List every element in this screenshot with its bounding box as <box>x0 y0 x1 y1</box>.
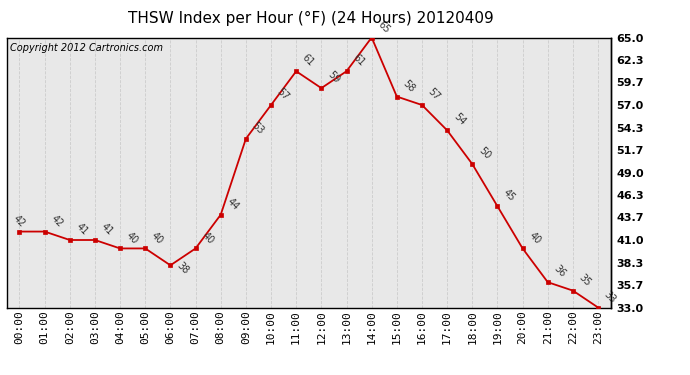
Text: 40: 40 <box>199 230 215 246</box>
Text: 57: 57 <box>426 86 442 102</box>
Text: 41: 41 <box>99 222 115 237</box>
Text: 42: 42 <box>49 213 65 229</box>
Text: 38: 38 <box>175 261 190 276</box>
Text: 53: 53 <box>250 120 266 136</box>
Text: THSW Index per Hour (°F) (24 Hours) 20120409: THSW Index per Hour (°F) (24 Hours) 2012… <box>128 11 493 26</box>
Text: 57: 57 <box>275 86 291 102</box>
Text: 40: 40 <box>526 230 542 246</box>
Text: 35: 35 <box>577 272 593 288</box>
Text: 42: 42 <box>11 213 27 229</box>
Text: 61: 61 <box>351 53 366 69</box>
Text: 45: 45 <box>502 188 518 204</box>
Text: Copyright 2012 Cartronics.com: Copyright 2012 Cartronics.com <box>10 43 163 53</box>
Text: 59: 59 <box>326 69 342 86</box>
Text: 61: 61 <box>300 53 316 69</box>
Text: 40: 40 <box>150 230 165 246</box>
Text: 41: 41 <box>74 222 90 237</box>
Text: 58: 58 <box>401 78 417 94</box>
Text: 40: 40 <box>124 230 140 246</box>
Text: 54: 54 <box>451 112 467 128</box>
Text: 36: 36 <box>552 264 568 279</box>
Text: 33: 33 <box>602 289 618 305</box>
Text: 50: 50 <box>477 146 492 161</box>
Text: 44: 44 <box>225 196 241 212</box>
Text: 65: 65 <box>376 19 392 35</box>
